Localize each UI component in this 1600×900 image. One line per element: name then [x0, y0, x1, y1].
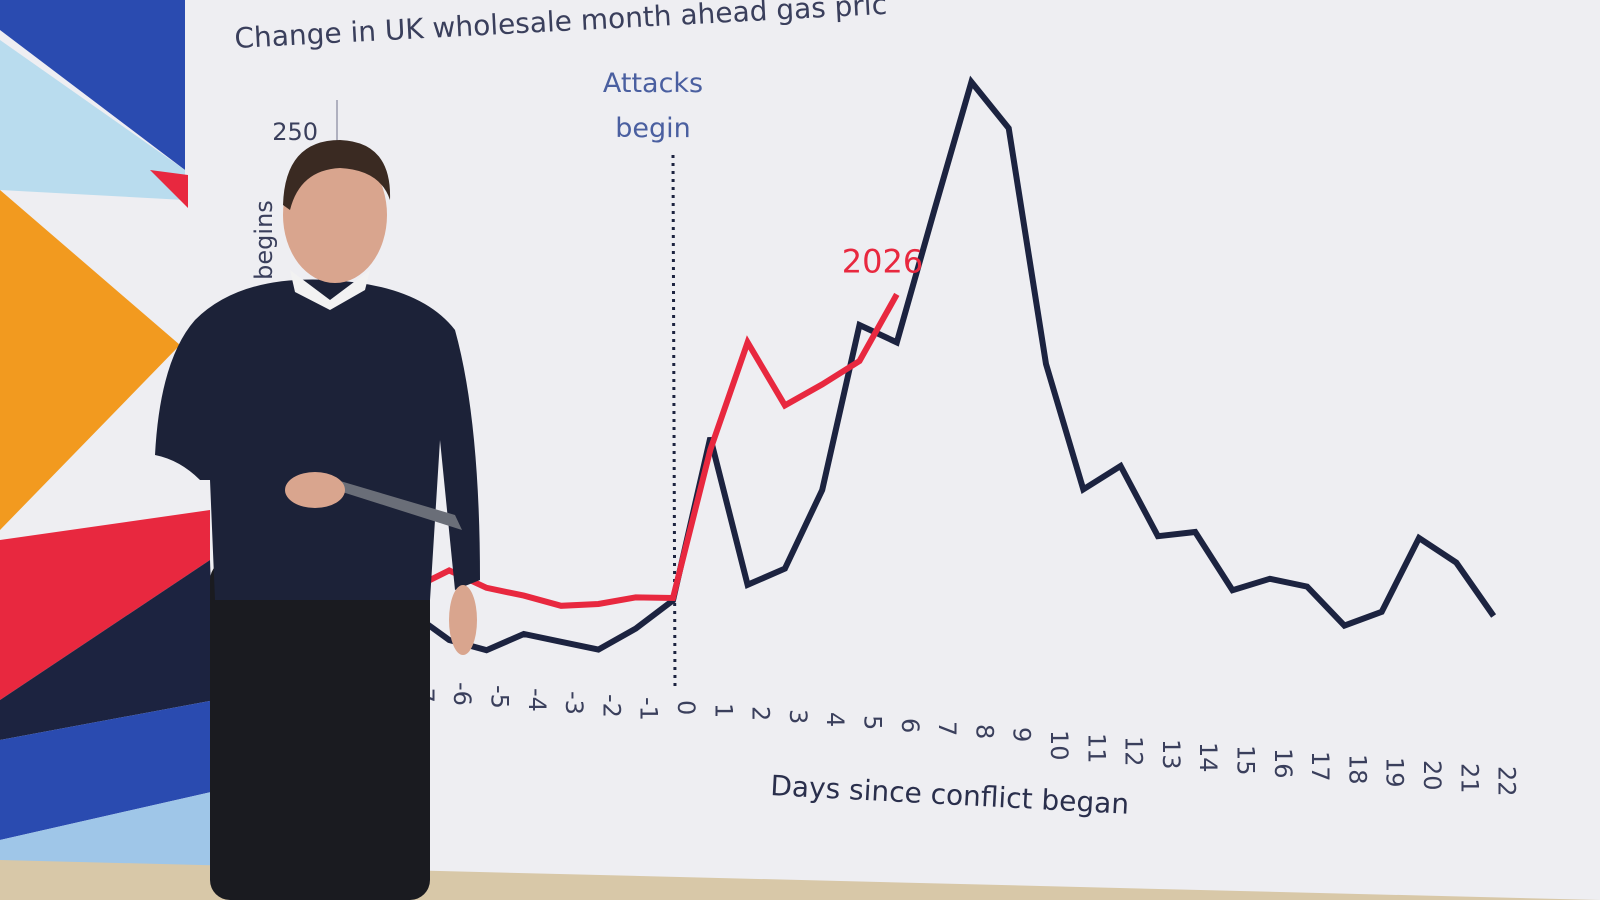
x-tick-label: 17 — [1306, 751, 1334, 782]
x-tick-label: 16 — [1269, 748, 1297, 779]
deco-stripe-blue — [0, 0, 185, 170]
x-tick-label: 0 — [672, 700, 700, 715]
annotation-line2: begin — [615, 113, 691, 144]
x-tick-label: -4 — [523, 688, 551, 712]
x-tick-label: -3 — [560, 691, 588, 715]
x-tick-label: 6 — [896, 718, 924, 733]
deco-stripe-orange — [0, 190, 180, 530]
y-axis-label: begins — [250, 200, 278, 280]
annotation-line1: Attacks — [603, 68, 703, 99]
presenter-collar — [290, 270, 370, 310]
x-tick-label: 19 — [1381, 757, 1409, 788]
x-tick-label: 8 — [970, 724, 998, 739]
x-tick-label: 3 — [784, 709, 812, 724]
x-tick-label: 1 — [709, 703, 737, 718]
x-tick-label: 14 — [1194, 742, 1222, 773]
presenter-sweater — [155, 279, 480, 600]
x-tick-label: 22 — [1493, 766, 1521, 797]
tablet — [330, 478, 462, 530]
x-tick-label: 10 — [1045, 730, 1073, 761]
x-tick-label: 13 — [1157, 739, 1185, 770]
x-axis-label: Days since conflict began — [770, 769, 1130, 821]
deco-stripe-lightblue — [0, 40, 185, 200]
x-tick-label: 18 — [1343, 754, 1371, 785]
presenter-hand — [285, 472, 345, 508]
x-tick-label: 21 — [1455, 763, 1483, 794]
chart-subtitle: Change in UK wholesale month ahead gas p… — [234, 0, 888, 55]
x-tick-label: -1 — [635, 697, 663, 721]
attacks-begin-marker-line — [671, 154, 677, 691]
x-tick-label: 9 — [1008, 727, 1036, 742]
x-tick-label: 11 — [1082, 733, 1110, 764]
presenter-hair — [283, 140, 391, 210]
series-lines — [373, 75, 1497, 654]
deco-stripe-navy — [0, 560, 215, 740]
presenter-head — [283, 147, 387, 283]
x-tick-label: 4 — [821, 712, 849, 727]
x-tick-label: 12 — [1120, 736, 1148, 767]
deco-stripe-red-2 — [0, 510, 210, 700]
x-tick-label: 15 — [1232, 745, 1260, 776]
x-tick-label: 20 — [1418, 760, 1446, 791]
y-tick-label: 250 — [272, 118, 318, 146]
series-line-unlabeled — [374, 75, 1497, 654]
series-label-2026: 2026 — [842, 242, 923, 280]
presenter-trousers — [210, 560, 430, 900]
x-tick-label: -2 — [597, 694, 625, 718]
presenter — [155, 140, 480, 900]
deco-stripe-blue-2 — [0, 700, 220, 840]
x-tick-label: 7 — [933, 721, 961, 736]
x-tick-label: 2 — [747, 706, 775, 721]
presenter-hand-right — [449, 585, 477, 655]
deco-stripe-red — [150, 170, 188, 208]
x-tick-label: -6 — [448, 682, 476, 706]
x-tick-label: 5 — [859, 715, 887, 730]
x-tick-label: -5 — [486, 685, 514, 709]
